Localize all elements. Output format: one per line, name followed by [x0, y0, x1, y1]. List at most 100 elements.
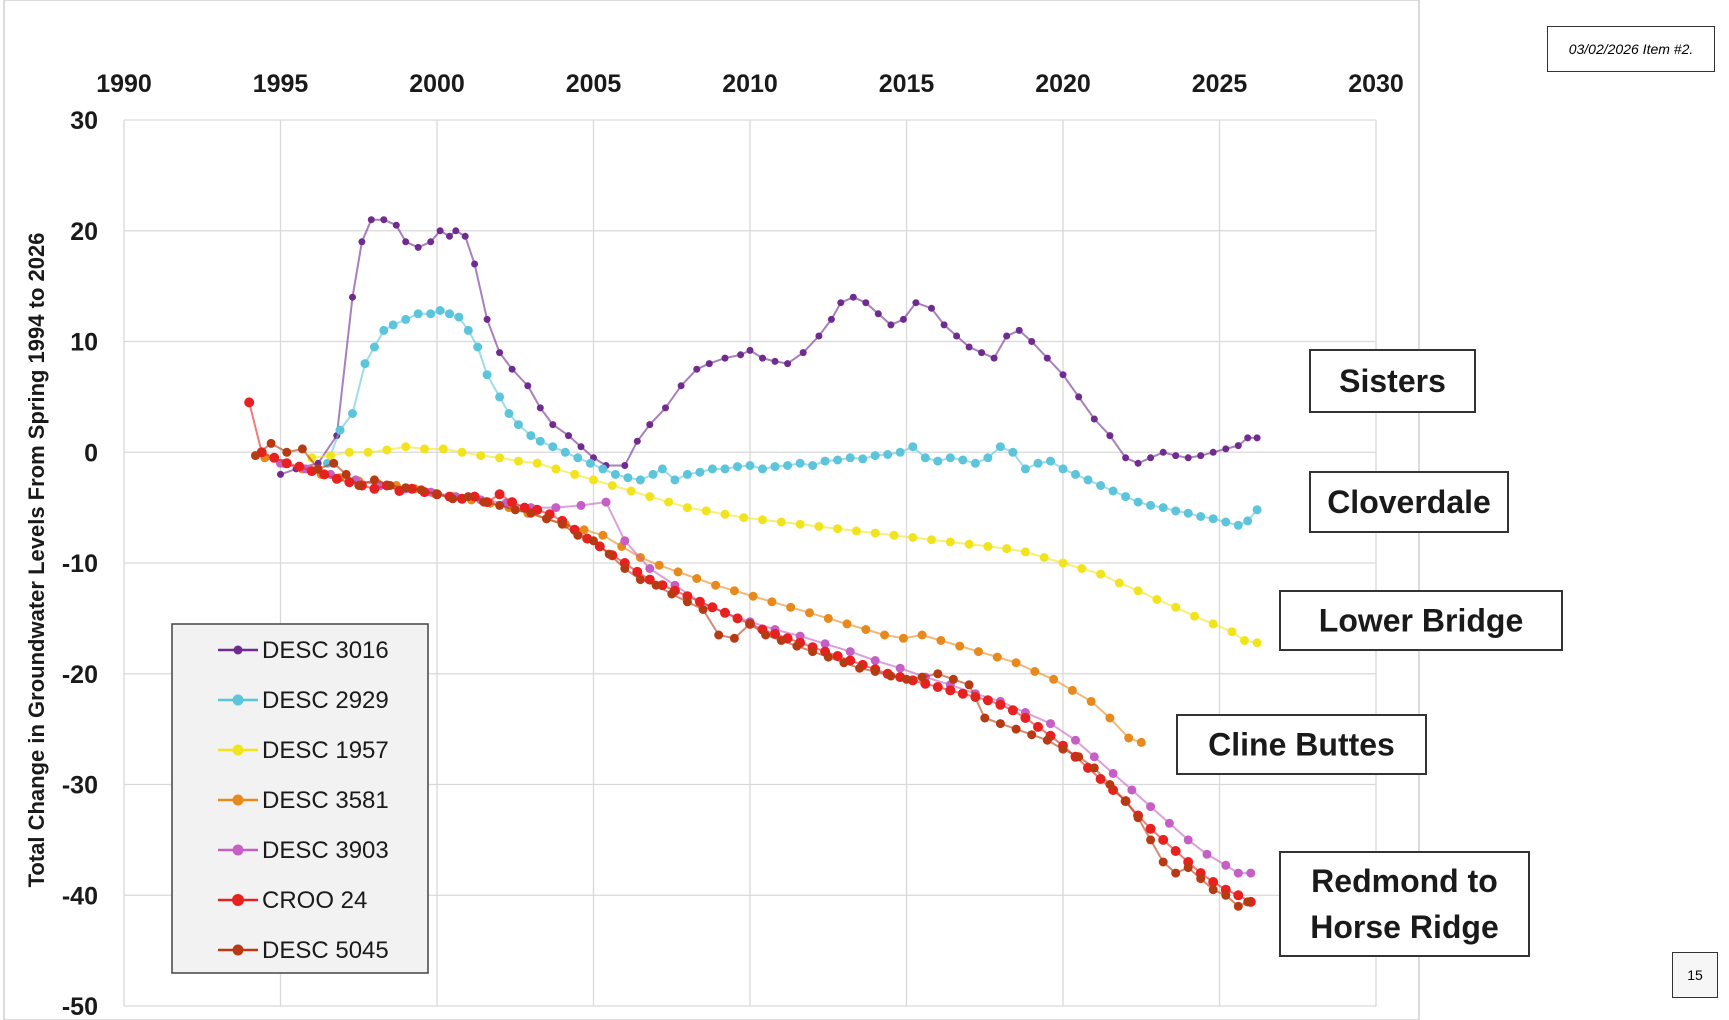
data-point-desc-2929: [1046, 456, 1055, 466]
data-point-desc-3016: [1106, 432, 1114, 440]
data-point-desc-3016: [1003, 332, 1011, 340]
data-point-desc-3016: [1253, 434, 1261, 442]
region-label-text: Lower Bridge: [1319, 603, 1523, 639]
data-point-desc-1957: [1240, 636, 1249, 645]
data-point-desc-2929: [648, 469, 658, 479]
data-point-desc-5045: [604, 549, 614, 559]
data-point-desc-3903: [1246, 868, 1256, 878]
data-point-croo-24: [281, 458, 292, 469]
data-point-desc-3581: [1105, 713, 1115, 723]
data-point-desc-2929: [454, 312, 464, 322]
legend-swatch-marker: [232, 944, 244, 956]
data-point-desc-3903: [645, 564, 655, 573]
data-point-desc-1957: [870, 528, 880, 538]
data-point-desc-5045: [745, 619, 755, 629]
data-point-desc-1957: [1077, 564, 1087, 573]
data-point-desc-3016: [953, 332, 961, 340]
data-point-desc-5045: [297, 444, 307, 454]
data-point-desc-5045: [313, 464, 323, 474]
data-point-desc-2929: [1171, 506, 1181, 516]
data-point-desc-2929: [745, 461, 755, 470]
data-point-desc-1957: [344, 447, 354, 457]
data-point-croo-24: [1033, 721, 1043, 732]
data-point-desc-5045: [1074, 752, 1084, 762]
data-point-desc-2929: [1058, 464, 1068, 474]
data-point-desc-2929: [845, 453, 855, 463]
data-point-croo-24: [269, 452, 280, 463]
data-point-desc-3016: [1075, 393, 1083, 401]
data-point-desc-2929: [348, 409, 357, 418]
data-point-croo-24: [1170, 846, 1181, 856]
legend-item-desc-3016: DESC 3016: [218, 637, 389, 664]
data-point-desc-1957: [1227, 627, 1237, 637]
data-point-desc-3016: [899, 315, 907, 323]
data-point-desc-3016: [677, 382, 685, 390]
data-point-desc-5045: [510, 505, 520, 515]
legend-swatch-marker: [233, 645, 243, 655]
data-point-desc-1957: [758, 515, 767, 525]
data-point-desc-1957: [1114, 578, 1124, 588]
data-point-croo-24: [519, 502, 530, 513]
data-point-desc-3016: [849, 293, 857, 301]
data-point-desc-3903: [895, 663, 905, 673]
data-point-desc-3903: [1146, 802, 1156, 812]
data-point-desc-2929: [379, 325, 389, 335]
legend-box: [171, 623, 429, 974]
data-point-desc-3016: [837, 299, 845, 307]
data-point-croo-24: [932, 682, 943, 692]
data-point-desc-3016: [633, 437, 641, 445]
data-point-desc-3581: [654, 560, 664, 570]
data-point-desc-1957: [1002, 544, 1012, 554]
data-point-desc-5045: [266, 438, 276, 448]
legend-label: DESC 3581: [262, 787, 389, 814]
data-point-desc-3903: [1183, 835, 1193, 845]
data-point-desc-2929: [598, 464, 608, 474]
legend-swatch-marker: [232, 894, 244, 906]
data-point-desc-2929: [945, 453, 955, 463]
data-point-desc-2929: [758, 464, 767, 474]
data-point-desc-3016: [827, 315, 835, 323]
region-label-frame: [1279, 590, 1563, 651]
data-point-desc-3016: [1234, 442, 1242, 450]
x-tick-label: 2020: [1035, 70, 1091, 98]
data-point-desc-5045: [823, 652, 833, 662]
data-point-desc-3016: [452, 227, 460, 235]
legend-swatch-marker: [232, 844, 244, 856]
data-point-desc-3581: [729, 586, 739, 596]
region-label-box: Cline Buttes: [1176, 714, 1427, 775]
data-point-desc-3016: [277, 470, 284, 478]
data-point-desc-5045: [557, 519, 567, 529]
data-point-desc-5045: [902, 674, 911, 684]
y-axis-ticks: 30 20 10 0 -10 -20 -30 -40 -50: [62, 107, 98, 1020]
data-point-desc-3903: [1202, 849, 1212, 859]
series-desc-1957: [307, 442, 1262, 648]
data-point-desc-3016: [461, 232, 469, 240]
data-point-desc-3016: [1244, 434, 1252, 442]
data-point-desc-2929: [335, 425, 345, 435]
data-point-desc-3016: [1209, 448, 1217, 456]
data-point-desc-3016: [1222, 445, 1230, 453]
data-point-desc-3581: [842, 619, 852, 629]
data-point-desc-5045: [1058, 744, 1068, 754]
data-point-desc-3903: [1071, 735, 1080, 745]
data-point-desc-3016: [815, 332, 823, 340]
data-point-croo-24: [244, 397, 255, 408]
data-point-desc-1957: [551, 464, 561, 474]
data-point-desc-2929: [388, 320, 398, 330]
data-point-desc-2929: [770, 462, 780, 472]
data-point-croo-24: [319, 469, 330, 480]
data-point-desc-2929: [548, 442, 558, 452]
region-label-text: Sisters: [1339, 363, 1446, 399]
data-point-desc-3016: [771, 357, 779, 365]
data-point-desc-3903: [1221, 860, 1231, 870]
data-point-desc-2929: [895, 447, 905, 457]
data-point-desc-2929: [795, 458, 805, 468]
data-point-desc-2929: [1020, 464, 1030, 474]
data-point-desc-3016: [721, 354, 729, 362]
data-point-desc-5045: [1089, 763, 1099, 773]
legend-item-desc-3903: DESC 3903: [218, 837, 389, 864]
data-point-croo-24: [957, 688, 968, 699]
region-label-text: Horse Ridge: [1310, 909, 1498, 945]
data-point-desc-5045: [573, 530, 583, 540]
data-point-desc-5045: [1027, 730, 1037, 740]
